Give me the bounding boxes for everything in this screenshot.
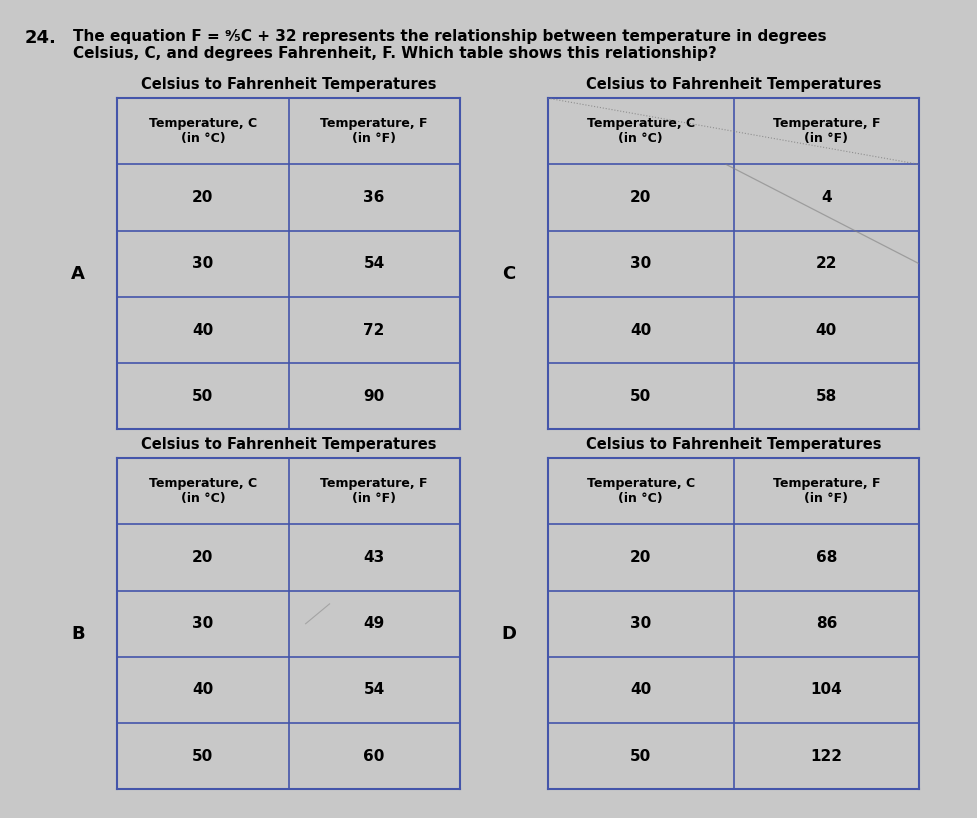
Text: 50: 50 — [629, 389, 651, 404]
Text: D: D — [500, 625, 516, 643]
Text: 36: 36 — [363, 190, 384, 205]
Text: 72: 72 — [363, 322, 384, 338]
Bar — [547, 458, 918, 524]
Text: 90: 90 — [363, 389, 384, 404]
Text: 50: 50 — [192, 748, 213, 764]
Text: C: C — [501, 265, 515, 283]
Text: Temperature, F
(in °F): Temperature, F (in °F) — [320, 477, 427, 506]
Text: Temperature, F
(in °F): Temperature, F (in °F) — [772, 477, 879, 506]
Text: 49: 49 — [363, 616, 384, 631]
Text: 20: 20 — [629, 550, 651, 565]
Text: A: A — [71, 265, 85, 283]
Text: 54: 54 — [363, 256, 384, 272]
Text: The equation F = ⁹⁄₅C + 32 represents the relationship between temperature in de: The equation F = ⁹⁄₅C + 32 represents th… — [73, 29, 827, 61]
Text: Temperature, C
(in °C): Temperature, C (in °C) — [149, 117, 257, 146]
Text: 20: 20 — [192, 550, 213, 565]
Text: 40: 40 — [192, 322, 213, 338]
Text: Temperature, C
(in °C): Temperature, C (in °C) — [149, 477, 257, 506]
Text: 30: 30 — [192, 256, 213, 272]
Text: Temperature, C
(in °C): Temperature, C (in °C) — [586, 117, 694, 146]
Text: 58: 58 — [815, 389, 836, 404]
Text: Celsius to Fahrenheit Temperatures: Celsius to Fahrenheit Temperatures — [585, 77, 880, 92]
Text: 86: 86 — [815, 616, 836, 631]
Text: 30: 30 — [192, 616, 213, 631]
Text: Celsius to Fahrenheit Temperatures: Celsius to Fahrenheit Temperatures — [141, 437, 436, 452]
Text: 22: 22 — [815, 256, 836, 272]
Text: 43: 43 — [363, 550, 384, 565]
Text: 30: 30 — [629, 256, 651, 272]
Text: B: B — [71, 625, 85, 643]
Text: 68: 68 — [815, 550, 836, 565]
Text: 4: 4 — [821, 190, 830, 205]
Bar — [547, 98, 918, 164]
Text: 54: 54 — [363, 682, 384, 698]
Text: 122: 122 — [810, 748, 841, 764]
Text: Temperature, F
(in °F): Temperature, F (in °F) — [320, 117, 427, 146]
Text: 50: 50 — [629, 748, 651, 764]
Text: Celsius to Fahrenheit Temperatures: Celsius to Fahrenheit Temperatures — [141, 77, 436, 92]
Text: 30: 30 — [629, 616, 651, 631]
Text: 40: 40 — [629, 322, 651, 338]
Text: 40: 40 — [815, 322, 836, 338]
Text: 20: 20 — [629, 190, 651, 205]
Text: 40: 40 — [629, 682, 651, 698]
Text: 60: 60 — [363, 748, 384, 764]
Text: 104: 104 — [810, 682, 841, 698]
Text: Temperature, C
(in °C): Temperature, C (in °C) — [586, 477, 694, 506]
Text: 20: 20 — [192, 190, 213, 205]
Bar — [117, 458, 459, 524]
Text: Temperature, F
(in °F): Temperature, F (in °F) — [772, 117, 879, 146]
Bar — [117, 98, 459, 164]
Text: 40: 40 — [192, 682, 213, 698]
Text: Celsius to Fahrenheit Temperatures: Celsius to Fahrenheit Temperatures — [585, 437, 880, 452]
Text: 24.: 24. — [24, 29, 57, 47]
Text: 50: 50 — [192, 389, 213, 404]
